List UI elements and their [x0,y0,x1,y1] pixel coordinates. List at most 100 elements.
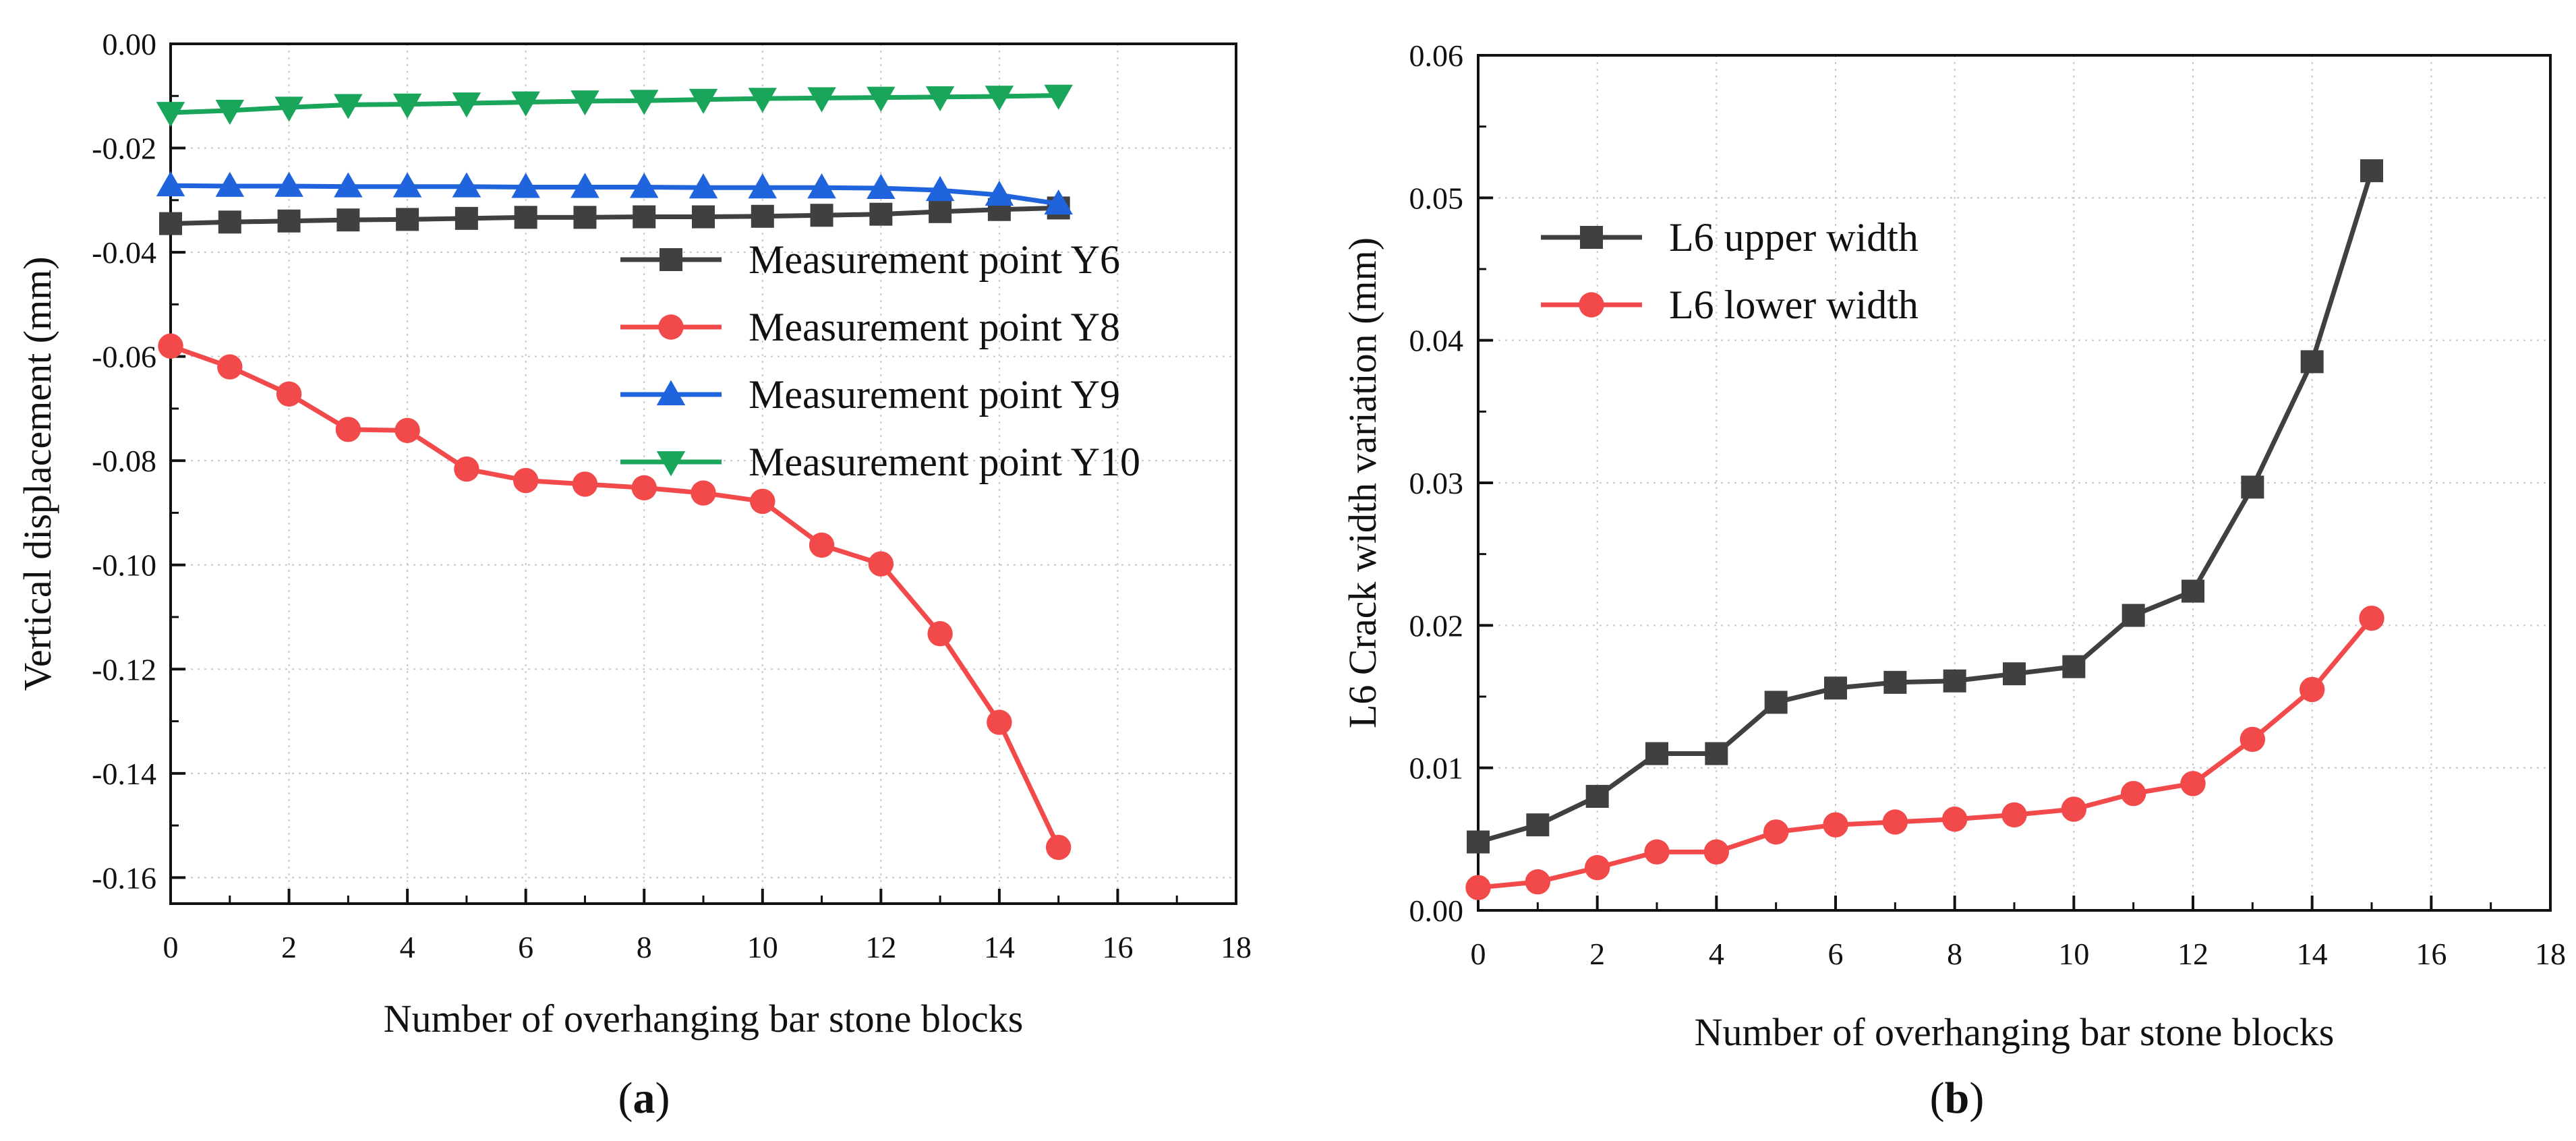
x-tick-label: 6 [1828,937,1844,971]
data-point [2001,802,2027,828]
data-point [215,99,245,125]
data-point [156,171,185,197]
data-point [336,208,360,232]
data-point [927,621,953,647]
data-point [1467,830,1490,854]
y-tick-label: 0.00 [1409,894,1464,928]
data-point [276,381,302,407]
data-point [452,172,481,198]
data-point [2061,796,2087,822]
data-point [156,102,185,127]
data-point [513,467,539,494]
series-line [170,183,1059,206]
data-point [750,488,775,515]
data-point [985,86,1014,111]
data-point [2241,475,2264,499]
legend-marker [1580,226,1603,249]
series-line [170,93,1059,115]
x-tick-label: 8 [637,930,652,964]
series-l6-upper-width [1467,159,2383,854]
legend-label: Measurement point Y9 [749,372,1120,417]
data-point [334,94,363,119]
y-tick-label: -0.06 [92,340,156,374]
x-tick-label: 6 [518,930,533,964]
legend-marker [1579,292,1604,318]
data-point [158,333,183,359]
data-point [1526,813,1550,837]
x-tick-label: 18 [1221,930,1252,964]
data-point [1882,809,1908,835]
series-line [169,343,1061,849]
data-point [689,173,718,199]
data-point [335,417,361,442]
data-point [631,475,657,501]
panel-label-open-paren: ( [1930,1074,1945,1123]
series-line [1477,170,2374,844]
y-axis-title: L6 Crack width variation (mm) [1341,237,1384,728]
data-point [2003,662,2026,686]
x-tick-label: 4 [400,930,415,964]
x-tick-label: 12 [865,930,896,964]
data-point [274,96,303,122]
data-point [987,709,1012,735]
data-point [570,90,599,116]
series-measurement-point-y9 [156,171,1073,215]
data-point [1525,869,1551,895]
data-point [392,93,422,119]
panel-label-close-paren: ) [655,1074,670,1123]
series-measurement-point-y10 [156,84,1073,127]
data-point [807,173,836,199]
legend: Measurement point Y6 Measurement point Y8… [620,237,1140,484]
data-point [868,551,894,577]
data-point [2121,604,2145,627]
x-tick-label: 2 [281,930,297,964]
data-point [807,87,836,113]
legend-label: Measurement point Y8 [749,305,1120,349]
data-point [985,180,1014,206]
data-point [511,173,540,198]
data-point [1705,742,1728,765]
series-measurement-point-y8 [158,333,1072,860]
data-point [274,171,303,197]
legend-marker [656,380,686,405]
data-point [1941,807,1968,832]
panel-label: (b) [1930,1074,1985,1123]
legend-marker [656,451,686,477]
x-tick-label: 16 [1102,930,1133,964]
data-point [869,202,893,226]
chart-panel-a: 0 2 4 6 8 10 12 14 16 18 0.00 -0.02 -0.04 -0.06 -0.08 -… [16,27,1252,1123]
y-tick-label: -0.14 [92,757,156,791]
data-point [2182,579,2204,603]
x-tick-label: 8 [1947,937,1962,971]
data-point [867,173,896,199]
y-tick-label: -0.10 [92,548,156,583]
series-line [170,205,1059,227]
y-tick-label: -0.12 [92,652,156,686]
data-point [751,204,774,228]
data-point [629,90,659,115]
data-point [1763,819,1789,845]
data-point [1943,669,1966,693]
data-point [1465,875,1491,900]
series-l6-lower-width [1465,606,2384,900]
x-tick-label: 10 [2058,937,2089,971]
data-point [925,175,955,202]
data-point [2300,350,2324,374]
data-point [929,200,952,223]
data-point [633,205,656,229]
panel-label-letter: a [633,1074,655,1123]
data-point [452,92,481,118]
data-point [1703,839,1730,865]
data-point [810,204,833,227]
series-line [1477,616,2374,890]
data-point [2062,655,2086,678]
data-point [334,172,363,198]
x-tick-label: 16 [2416,937,2447,971]
x-tick-label: 0 [1471,937,1486,971]
x-tick-label: 12 [2177,937,2208,971]
legend-marker [660,248,682,271]
y-tick-label: 0.01 [1409,751,1464,786]
data-point [396,208,419,231]
x-tick-label: 10 [747,930,778,964]
data-point [1045,834,1072,860]
